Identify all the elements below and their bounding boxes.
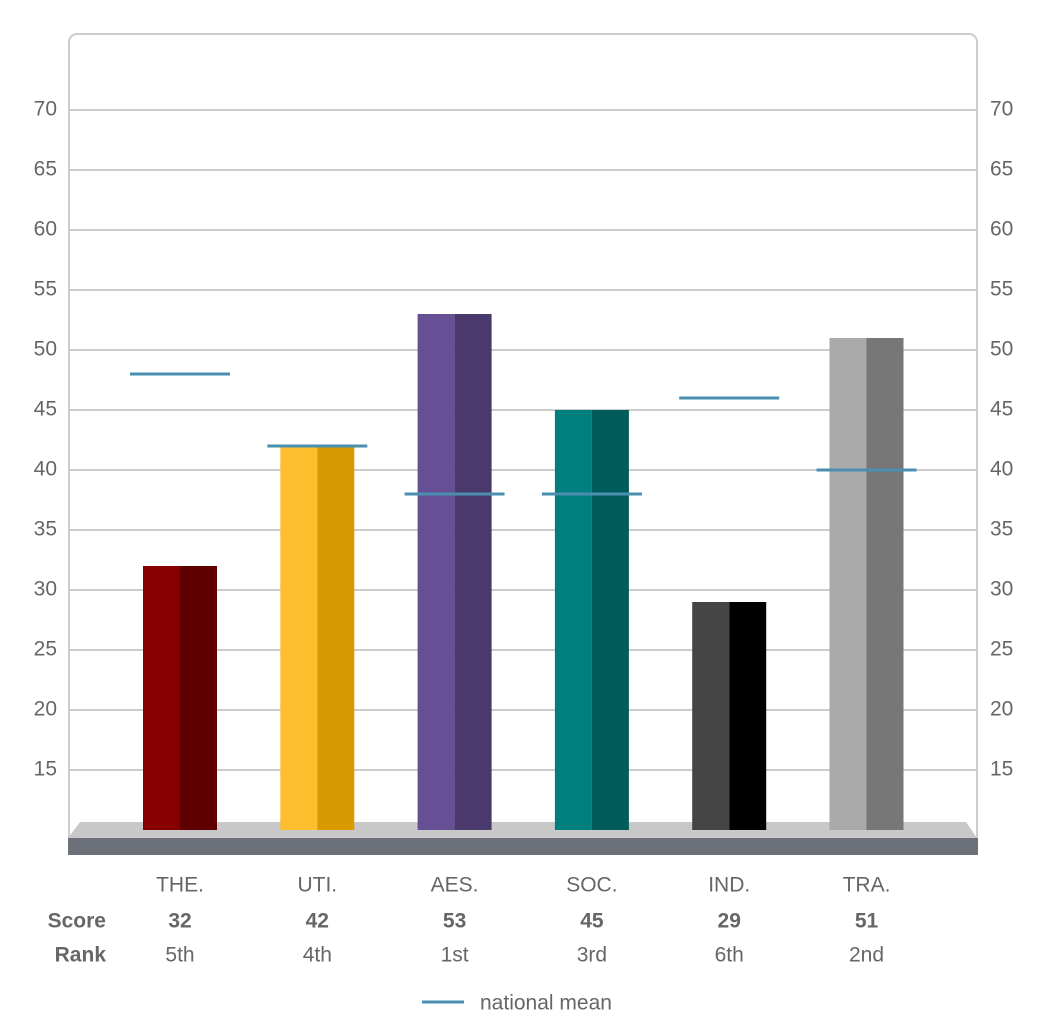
y2-tick-label: 55 [990,278,1013,301]
y-tick-label: 60 [34,218,57,241]
score-label: 29 [718,910,741,933]
rank-row-label: Rank [55,944,107,967]
x-tick-label: IND. [708,874,750,897]
platform-base [68,838,978,855]
x-tick-label: THE. [156,874,204,897]
rank-label: 3rd [577,944,607,967]
y-tick-label: 30 [34,578,57,601]
y-tick-label: 20 [34,698,57,721]
y2-tick-label: 30 [990,578,1013,601]
y2-tick-label: 35 [990,518,1013,541]
bar-dark [180,566,217,830]
bar-dark [729,602,767,830]
x-tick-label: AES. [431,874,479,897]
bar-light [554,410,592,830]
y2-tick-label: 70 [990,98,1013,121]
y2-tick-label: 65 [990,158,1013,181]
bar-dark [317,446,355,830]
bar-light [280,446,318,830]
score-label: 51 [855,910,879,933]
x-tick-label: UTI. [297,874,337,897]
x-tick-label: TRA. [843,874,891,897]
bar-light [692,602,730,830]
y2-tick-label: 60 [990,218,1013,241]
y-tick-label: 55 [34,278,57,301]
y-tick-label: 15 [34,758,57,781]
rank-label: 1st [441,944,469,967]
y-tick-label: 50 [34,338,57,361]
score-label: 42 [306,910,329,933]
x-tick-label: SOC. [566,874,617,897]
y2-tick-label: 15 [990,758,1013,781]
rank-label: 2nd [849,944,884,967]
bar-dark [866,338,904,830]
y2-tick-label: 40 [990,458,1013,481]
y2-tick-label: 25 [990,638,1013,661]
y2-tick-label: 20 [990,698,1013,721]
y-tick-label: 40 [34,458,57,481]
rank-label: 4th [303,944,332,967]
bar-dark [591,410,629,830]
y-tick-label: 45 [34,398,57,421]
y-tick-label: 35 [34,518,57,541]
bar-light [417,314,455,830]
rank-label: 5th [165,944,194,967]
bar-dark [454,314,492,830]
y-tick-label: 25 [34,638,57,661]
y-tick-label: 70 [34,98,57,121]
bar-light [829,338,867,830]
score-label: 45 [580,910,604,933]
score-label: 53 [443,910,466,933]
bar-light [143,566,180,830]
legend-label: national mean [480,992,612,1015]
y2-tick-label: 50 [990,338,1013,361]
score-row-label: Score [48,910,106,933]
score-label: 32 [168,910,191,933]
y-tick-label: 65 [34,158,57,181]
rank-label: 6th [715,944,744,967]
y2-tick-label: 45 [990,398,1013,421]
